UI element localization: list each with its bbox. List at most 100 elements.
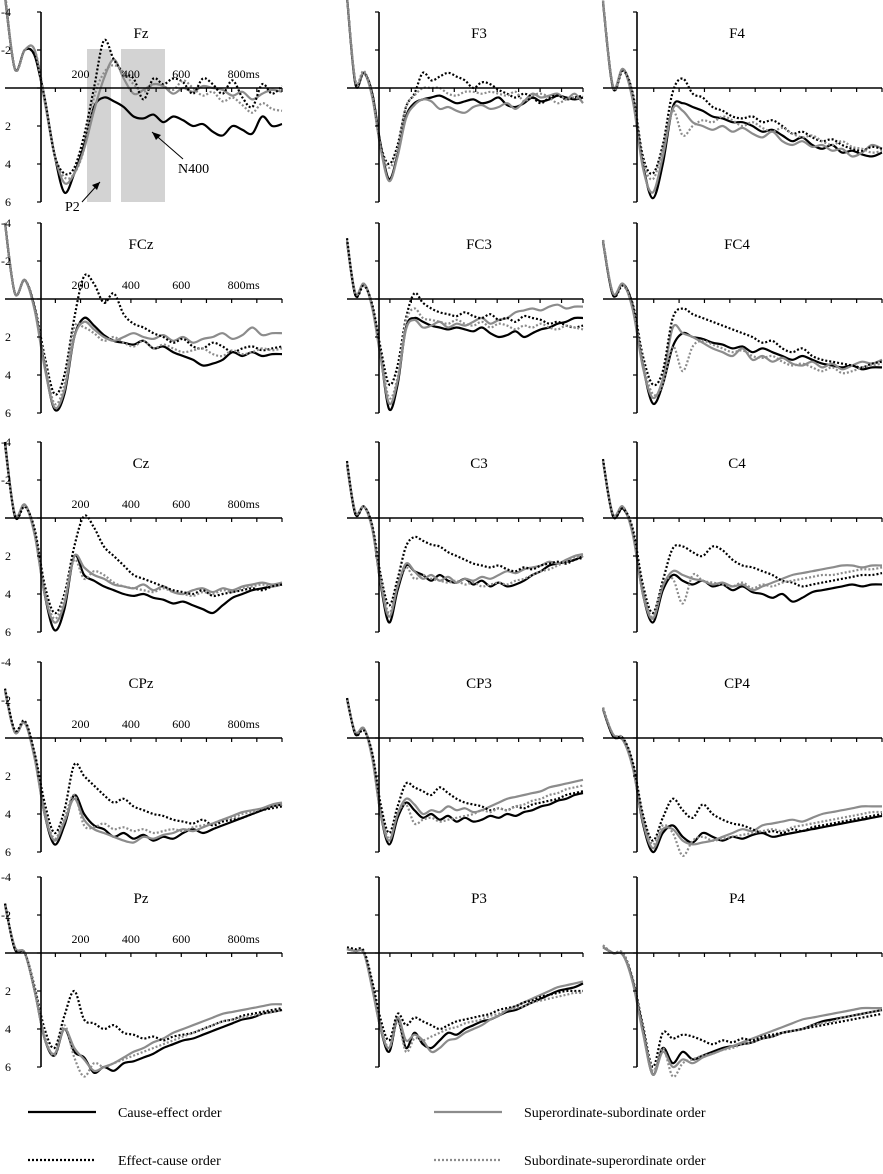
series-effect-cause-c3: [345, 460, 584, 607]
legend-label-cause-effect: Cause-effect order: [118, 1106, 222, 1121]
y-tick-label-cz: 6: [5, 625, 11, 639]
y-tick-label-cpz: 4: [5, 807, 11, 821]
panel-cp4: CP4: [601, 661, 883, 857]
x-tick-label-cz: 200: [72, 497, 90, 511]
panel-title-c3: C3: [470, 456, 488, 472]
series-subordinate-superordinate-p3: [346, 948, 584, 1054]
series-cause-effect-c4: [601, 460, 883, 624]
x-tick-label-pz: 200: [72, 932, 90, 946]
series-superordinate-subordinate-cp3: [345, 699, 584, 842]
series-subordinate-superordinate-cp3: [345, 699, 584, 840]
series-effect-cause-fz: [4, 0, 283, 176]
series-subordinate-superordinate-fc3: [345, 239, 584, 400]
x-tick-label-cz: 800ms: [228, 497, 260, 511]
series-effect-cause-p4: [602, 944, 883, 1069]
panel-c4: C4: [601, 441, 883, 633]
x-tick-label-cz: 400: [122, 497, 140, 511]
panel-title-fc3: FC3: [466, 237, 492, 253]
x-tick-label-fz: 200: [72, 67, 90, 81]
y-tick-label-fcz: 6: [5, 406, 11, 420]
series-cause-effect-cpz: [3, 690, 283, 846]
panel-cpz: -4 -2 2 4 6 200 400 600 800ms CPz: [1, 655, 283, 859]
legend-label-superordinate-subordinate: Superordinate-subordinate order: [524, 1106, 706, 1121]
y-tick-label-pz: 2: [5, 984, 11, 998]
series-cause-effect-c3: [345, 464, 584, 624]
series-cause-effect-cp4: [601, 709, 883, 854]
x-tick-label-cz: 600: [172, 497, 190, 511]
p2-label: P2: [65, 200, 80, 215]
x-tick-label-fcz: 800ms: [228, 278, 260, 292]
series-effect-cause-p3: [346, 946, 583, 1042]
y-tick-label-fz: 4: [5, 157, 11, 171]
series-superordinate-subordinate-pz: [3, 905, 283, 1073]
panel-fc4: FC4: [601, 222, 883, 414]
x-tick-label-fcz: 400: [122, 278, 140, 292]
x-tick-label-pz: 600: [172, 932, 190, 946]
panel-title-cpz: CPz: [128, 676, 153, 692]
series-effect-cause-f3: [346, 0, 584, 166]
y-tick-label-pz: -4: [1, 870, 11, 884]
series-effect-cause-c4: [601, 458, 883, 615]
panel-p3: P3: [346, 876, 584, 1068]
series-cause-effect-cp3: [345, 697, 584, 846]
series-subordinate-superordinate-p4: [602, 944, 883, 1078]
legend: Cause-effect order Superordinate-subordi…: [28, 1106, 706, 1169]
series-superordinate-subordinate-c4: [601, 460, 883, 620]
panel-fc3: FC3: [345, 222, 584, 414]
p2-arrowhead: [92, 182, 100, 190]
panel-title-f4: F4: [729, 26, 745, 42]
y-tick-label-cpz: 2: [5, 769, 11, 783]
series-effect-cause-fc3: [345, 238, 584, 387]
panel-c3: C3: [345, 441, 584, 633]
series-effect-cause-pz: [3, 903, 283, 1050]
panel-title-p4: P4: [729, 891, 745, 907]
x-tick-label-cpz: 600: [172, 717, 190, 731]
n400-time-window: [121, 49, 165, 202]
y-tick-label-pz: 6: [5, 1060, 11, 1074]
panel-fcz: -4 -2 2 4 6 200 400 600 800ms FCz: [1, 216, 283, 420]
series-cause-effect-p4: [602, 946, 883, 1076]
y-tick-label-fcz: 4: [5, 368, 11, 382]
series-superordinate-subordinate-fc4: [601, 241, 883, 400]
series-effect-cause-f4: [601, 0, 883, 175]
series-superordinate-subordinate-fcz: [3, 222, 283, 410]
series-subordinate-superordinate-fz: [4, 0, 283, 180]
y-tick-label-cpz: -4: [1, 655, 11, 669]
x-tick-label-cpz: 400: [122, 717, 140, 731]
series-subordinate-superordinate-f3: [346, 0, 584, 169]
series-superordinate-subordinate-cpz: [3, 690, 283, 844]
y-tick-label-fz: -2: [1, 43, 11, 57]
panel-cp3: CP3: [345, 661, 584, 853]
y-tick-label-fz: -4: [1, 5, 11, 19]
y-tick-label-cz: 4: [5, 587, 11, 601]
series-superordinate-subordinate-f3: [346, 0, 584, 183]
series-superordinate-subordinate-cz: [3, 445, 283, 624]
panel-fz: -4 -2 2 4 6 200 400 600 800ms Fz: [1, 0, 283, 209]
y-tick-label-fcz: 2: [5, 330, 11, 344]
series-subordinate-superordinate-c3: [345, 462, 584, 615]
series-effect-cause-fc4: [601, 239, 883, 387]
panel-title-cz: Cz: [133, 456, 150, 472]
y-tick-label-pz: -2: [1, 908, 11, 922]
series-superordinate-subordinate-p3: [346, 948, 584, 1054]
panel-title-f3: F3: [471, 26, 487, 42]
erp-panels: -4 -2 2 4 6 200 400 600 800ms Fz F3 F4 -4 -2 2 4 6 200 400…: [1, 0, 883, 1078]
n400-label: N400: [178, 162, 209, 177]
series-superordinate-subordinate-c3: [345, 464, 584, 618]
panel-title-pz: Pz: [134, 891, 149, 907]
panel-title-cp3: CP3: [466, 676, 492, 692]
n400-arrowhead: [152, 132, 161, 140]
y-tick-label-cz: -4: [1, 435, 11, 449]
y-tick-label-pz: 4: [5, 1022, 11, 1036]
series-cause-effect-cz: [3, 441, 283, 632]
panel-pz: -4 -2 2 4 6 200 400 600 800ms Pz: [1, 870, 283, 1078]
series-subordinate-superordinate-cp4: [601, 707, 883, 857]
series-superordinate-subordinate-p4: [602, 946, 882, 1076]
panel-title-cp4: CP4: [724, 676, 750, 692]
x-tick-label-fcz: 200: [72, 278, 90, 292]
y-tick-label-cz: -2: [1, 473, 11, 487]
x-tick-label-pz: 400: [122, 932, 140, 946]
series-subordinate-superordinate-f4: [601, 0, 883, 181]
series-effect-cause-cpz: [3, 688, 283, 835]
